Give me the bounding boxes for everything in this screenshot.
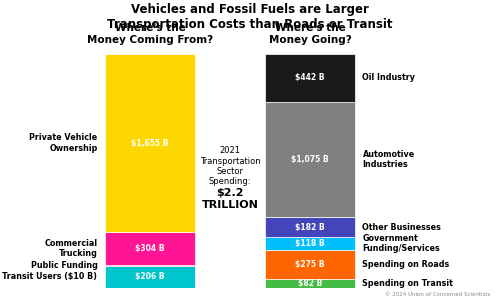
Text: $206 B: $206 B bbox=[135, 272, 165, 281]
Text: Private Vehicle
Ownership: Private Vehicle Ownership bbox=[29, 133, 98, 153]
Text: 2021
Transportation
Sector
Spending:: 2021 Transportation Sector Spending: bbox=[200, 146, 260, 186]
Bar bbox=[265, 102, 355, 217]
Text: $2.2
TRILLION: $2.2 TRILLION bbox=[202, 188, 258, 210]
Text: $1,075 B: $1,075 B bbox=[291, 155, 329, 164]
Text: $118 B: $118 B bbox=[295, 239, 325, 248]
Text: Spending on Transit: Spending on Transit bbox=[362, 279, 454, 288]
Text: Oil Industry: Oil Industry bbox=[362, 74, 416, 82]
Bar bbox=[265, 250, 355, 279]
Text: Vehicles and Fossil Fuels are Larger
Transportation Costs than Roads or Transit: Vehicles and Fossil Fuels are Larger Tra… bbox=[107, 3, 393, 31]
Text: $442 B: $442 B bbox=[295, 74, 325, 82]
Text: Transit Users ($10 B): Transit Users ($10 B) bbox=[2, 272, 98, 281]
Bar bbox=[265, 279, 355, 288]
Text: Automotive
Industries: Automotive Industries bbox=[362, 150, 415, 169]
Text: Public Funding: Public Funding bbox=[30, 261, 98, 270]
Bar bbox=[105, 54, 195, 232]
Text: Government
Funding/Services: Government Funding/Services bbox=[362, 233, 440, 253]
Bar bbox=[105, 266, 195, 288]
Text: © 2024 Union of Concerned Scientists: © 2024 Union of Concerned Scientists bbox=[384, 292, 490, 297]
Text: $182 B: $182 B bbox=[295, 223, 325, 232]
Bar bbox=[265, 217, 355, 237]
Text: Other Businesses: Other Businesses bbox=[362, 223, 442, 232]
Text: Spending on Roads: Spending on Roads bbox=[362, 260, 450, 269]
Bar bbox=[265, 237, 355, 250]
Text: Where's the
Money Going?: Where's the Money Going? bbox=[268, 23, 351, 45]
Text: $82 B: $82 B bbox=[298, 279, 322, 288]
Bar bbox=[265, 54, 355, 102]
Text: Where's the
Money Coming From?: Where's the Money Coming From? bbox=[87, 23, 213, 45]
Bar bbox=[105, 232, 195, 265]
Text: $275 B: $275 B bbox=[295, 260, 325, 269]
Text: $304 B: $304 B bbox=[135, 244, 165, 253]
Text: Commercial
Trucking: Commercial Trucking bbox=[44, 239, 98, 258]
Bar bbox=[105, 265, 195, 266]
Text: $1,655 B: $1,655 B bbox=[132, 139, 168, 148]
